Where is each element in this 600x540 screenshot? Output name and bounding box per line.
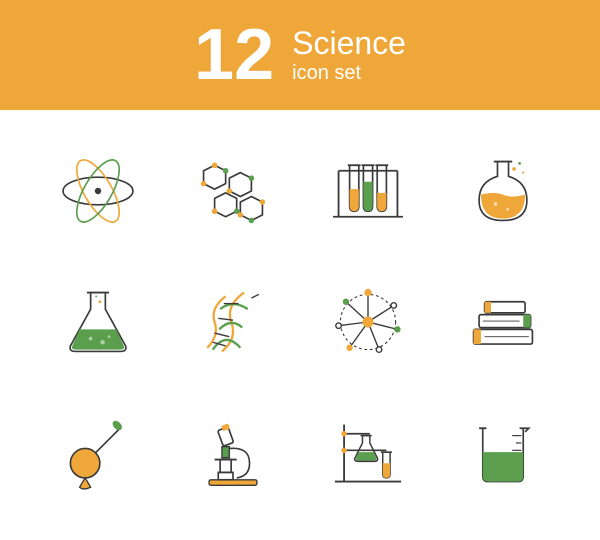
test-tubes-rack-icon — [305, 130, 430, 252]
header-banner: 12 Science icon set — [0, 0, 600, 110]
molecule-radial-icon — [305, 262, 430, 384]
microscope-icon — [170, 393, 295, 515]
atom-icon — [35, 130, 160, 252]
round-flask-icon — [440, 130, 565, 252]
lab-stand-icon — [305, 393, 430, 515]
header-subtitle: icon set — [292, 62, 406, 84]
icon-grid — [0, 110, 600, 540]
header-text-block: Science icon set — [292, 26, 406, 83]
molecule-hex-icon — [170, 130, 295, 252]
books-stack-icon — [440, 262, 565, 384]
erlenmeyer-flask-icon — [35, 262, 160, 384]
beaker-icon — [440, 393, 565, 515]
icon-count: 12 — [194, 19, 274, 91]
pipette-icon — [35, 393, 160, 515]
dna-helix-icon — [170, 262, 295, 384]
header-title: Science — [292, 26, 406, 61]
